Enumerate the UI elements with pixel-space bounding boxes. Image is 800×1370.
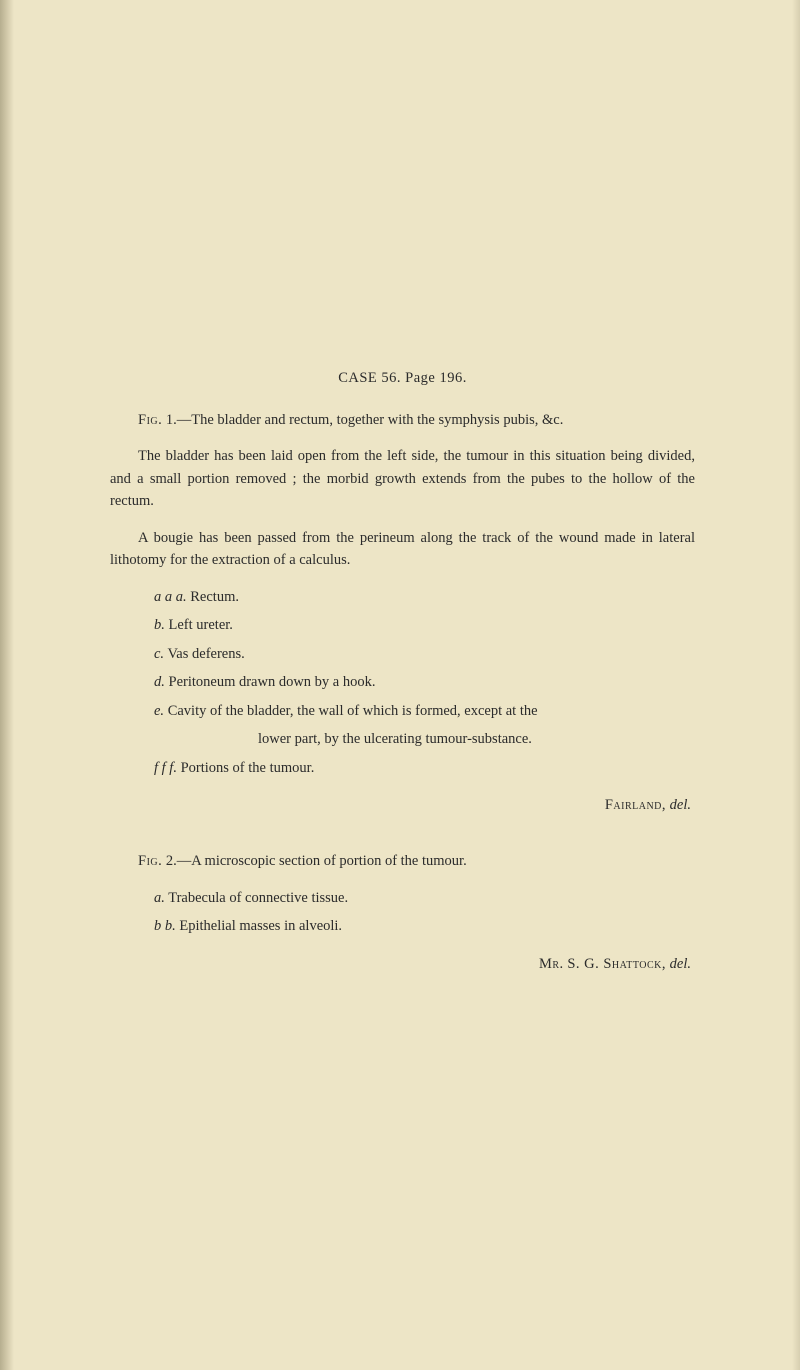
attribution-2: Mr. S. G. Shattock, del. <box>110 956 695 973</box>
attrib-suffix: del. <box>670 956 691 972</box>
def-item: b b. Epithelial masses in alveoli. <box>110 915 695 937</box>
def-item: b. Left ureter. <box>110 614 695 636</box>
fig1-text: —The bladder and rectum, together with t… <box>177 412 564 428</box>
def-val: Left ureter. <box>169 617 233 633</box>
def-val: Cavity of the bladder, the wall of which… <box>168 703 538 719</box>
fig2-line: Fig. 2.—A microscopic section of portion… <box>110 850 695 872</box>
fig2-label: Fig. <box>138 853 162 869</box>
def-val: Rectum. <box>190 589 239 605</box>
case-header: CASE 56. Page 196. <box>110 370 695 387</box>
def-key: b b. <box>154 918 176 934</box>
fig1-num: 1. <box>166 412 177 428</box>
attrib-name: Fairland, <box>605 797 666 813</box>
def-key: e. <box>154 703 164 719</box>
def-val: Trabecula of connective tissue. <box>168 890 348 906</box>
fig1-label: Fig. <box>138 412 162 428</box>
def-val: Peritoneum drawn down by a hook. <box>169 674 376 690</box>
fig2-num: 2. <box>166 853 177 869</box>
def-item: a a a. Rectum. <box>110 586 695 608</box>
para2: A bougie has been passed from the perine… <box>110 527 695 572</box>
page-shadow-left <box>0 0 14 1370</box>
attrib-name: S. G. Shattock, <box>567 956 666 972</box>
def-key: c. <box>154 646 164 662</box>
def-list-1: a a a. Rectum. b. Left ureter. c. Vas de… <box>110 586 695 779</box>
page-content: CASE 56. Page 196. Fig. 1.—The bladder a… <box>0 0 800 973</box>
def-item: d. Peritoneum drawn down by a hook. <box>110 671 695 693</box>
attribution-1: Fairland, del. <box>110 797 695 814</box>
def-item: a. Trabecula of connective tissue. <box>110 887 695 909</box>
fig2-text: —A microscopic section of portion of the… <box>177 853 467 869</box>
def-key: d. <box>154 674 165 690</box>
def-key: a a a. <box>154 589 187 605</box>
def-val: Portions of the tumour. <box>181 760 315 776</box>
def-val: Vas deferens. <box>167 646 244 662</box>
def-val: Epithelial masses in alveoli. <box>179 918 342 934</box>
page-shadow-right <box>792 0 800 1370</box>
attrib-suffix: del. <box>670 797 691 813</box>
def-item: c. Vas deferens. <box>110 643 695 665</box>
def-item-continuation: lower part, by the ulcerating tumour-sub… <box>110 728 695 750</box>
def-key: b. <box>154 617 165 633</box>
fig1-line: Fig. 1.—The bladder and rectum, together… <box>110 409 695 431</box>
def-item: e. Cavity of the bladder, the wall of wh… <box>110 700 695 722</box>
def-list-2: a. Trabecula of connective tissue. b b. … <box>110 887 695 938</box>
def-key: f f f. <box>154 760 177 776</box>
def-key: a. <box>154 890 165 906</box>
attrib-prefix: Mr. <box>539 956 564 972</box>
def-item: f f f. Portions of the tumour. <box>110 757 695 779</box>
para1: The bladder has been laid open from the … <box>110 445 695 512</box>
